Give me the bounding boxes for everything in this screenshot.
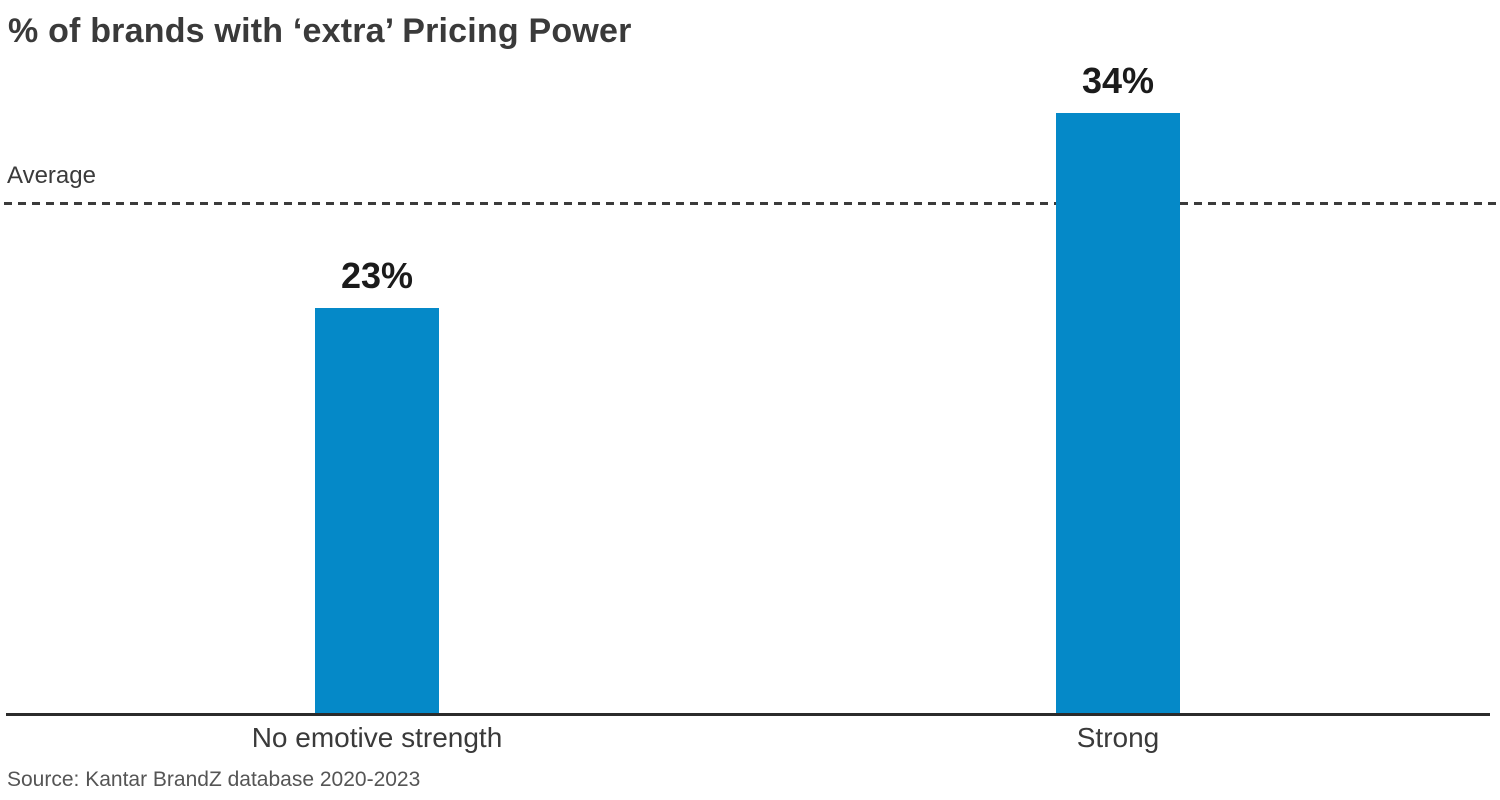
average-dashed-line <box>4 202 1498 205</box>
chart-title: % of brands with ‘extra’ Pricing Power <box>8 12 632 50</box>
bar-strong <box>1056 113 1180 714</box>
category-label-strong: Strong <box>1076 722 1160 753</box>
x-axis-line <box>6 713 1490 716</box>
bar-no-emotive-strength <box>315 307 439 714</box>
bar-value-label-no-emotive-strength: 23% <box>340 254 414 296</box>
source-note: Source: Kantar BrandZ database 2020-2023 <box>7 768 421 791</box>
bar-value-label-strong: 34% <box>1081 60 1155 102</box>
average-line-label: Average <box>7 162 96 189</box>
category-label-no-emotive-strength: No emotive strength <box>251 722 503 753</box>
